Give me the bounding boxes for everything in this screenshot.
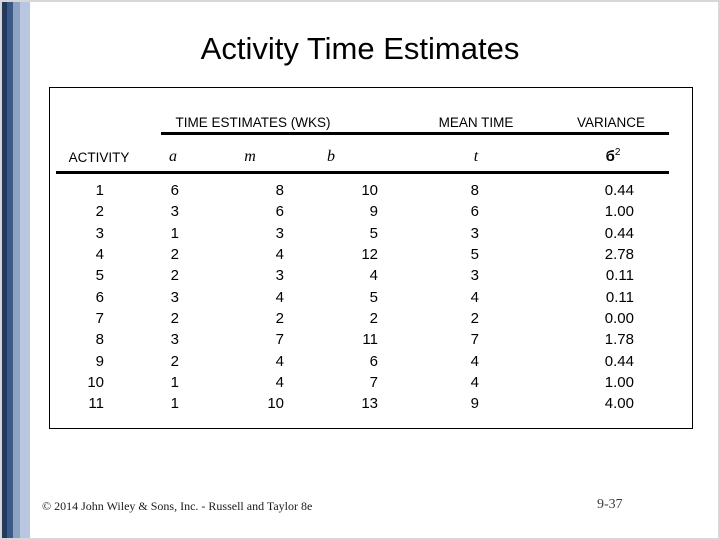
- table-cell-m-row8: 7: [275, 331, 284, 349]
- table-cell-variance-row4: 2.78: [604, 246, 634, 264]
- table-cell-t-row8: 7: [470, 331, 479, 349]
- slide-title: Activity Time Estimates: [200, 31, 520, 66]
- table-cell-activity-row3: 3: [95, 224, 104, 242]
- header-rule-bottom: [56, 171, 669, 174]
- table-cell-m-row4: 4: [275, 246, 284, 264]
- table-cell-b-row3: 5: [369, 224, 378, 242]
- table-cell-variance-row2: 1.00: [604, 203, 634, 221]
- table-cell-activity-row8: 8: [95, 331, 104, 349]
- sidebar-stripe-medium: [7, 0, 13, 540]
- table-cell-activity-row2: 2: [95, 203, 104, 221]
- column-header-activity: ACTIVITY: [68, 150, 130, 165]
- table-cell-t-row6: 4: [470, 288, 479, 306]
- table-cell-activity-row1: 1: [95, 182, 104, 199]
- sigma-symbol: б: [605, 148, 615, 165]
- table-cell-variance-row3: 0.44: [604, 224, 634, 242]
- table-cell-activity-row9: 9: [95, 352, 104, 370]
- table-cell-variance-row6: 0.11: [605, 288, 634, 306]
- table-cell-activity-row7: 7: [95, 310, 104, 328]
- group-header-mean-time: MEAN TIME: [438, 115, 514, 130]
- table-cell-t-row9: 4: [470, 352, 479, 370]
- sidebar-stripe-dark: [0, 0, 7, 540]
- table-cell-a-row8: 3: [170, 331, 179, 349]
- column-header-a: a: [169, 148, 177, 165]
- table-cell-t-row5: 3: [470, 267, 479, 285]
- group-header-variance: VARIANCE: [576, 115, 646, 130]
- table-cell-a-row2: 3: [170, 203, 179, 221]
- table-cell-m-row9: 4: [275, 352, 284, 370]
- page-number: 9-37: [597, 497, 623, 512]
- column-header-variance: б2: [606, 147, 621, 165]
- table-cell-a-row3: 1: [170, 224, 179, 242]
- table-cell-a-row1: 6: [170, 182, 179, 199]
- table-cell-t-row3: 3: [470, 224, 479, 242]
- table-cell-m-row10: 4: [275, 374, 284, 392]
- table-cell-b-row7: 2: [369, 310, 378, 328]
- group-header-time-estimates: TIME ESTIMATES (WKS): [175, 115, 331, 130]
- table-cell-m-row3: 3: [275, 224, 284, 242]
- table-cell-variance-row11: 4.00: [604, 395, 634, 413]
- column-header-b: b: [327, 148, 335, 165]
- table-cell-b-row1: 10: [361, 182, 378, 199]
- table-cell-b-row10: 7: [369, 374, 378, 392]
- table-cell-m-row5: 3: [275, 267, 284, 285]
- table-cell-variance-row5: 0.11: [605, 267, 634, 285]
- table-cell-b-row4: 12: [361, 246, 378, 264]
- table-cell-a-row5: 2: [170, 267, 179, 285]
- table-cell-m-row2: 6: [275, 203, 284, 221]
- table-cell-activity-row5: 5: [95, 267, 104, 285]
- table-cell-variance-row10: 1.00: [604, 374, 634, 392]
- table-cell-a-row6: 3: [170, 288, 179, 306]
- table-cell-t-row1: 8: [470, 182, 479, 199]
- table-cell-a-row10: 1: [170, 374, 179, 392]
- table-cell-b-row2: 9: [369, 203, 378, 221]
- sidebar-stripe-light: [13, 0, 20, 540]
- table-cell-variance-row1: 0.44: [604, 182, 634, 199]
- table-cell-a-row11: 1: [170, 395, 179, 413]
- table-cell-b-row8: 11: [362, 331, 378, 349]
- copyright-text: © 2014 John Wiley & Sons, Inc. - Russell…: [42, 499, 313, 513]
- table-cell-t-row7: 2: [470, 310, 479, 328]
- table-cell-b-row11: 13: [361, 395, 378, 413]
- table-cell-activity-row6: 6: [95, 288, 104, 306]
- table-cell-m-row6: 4: [275, 288, 284, 306]
- table-cell-t-row11: 9: [470, 395, 479, 413]
- header-rule-top: [161, 132, 669, 135]
- activity-table: TIME ESTIMATES (WKS) MEAN TIME VARIANCE …: [49, 87, 693, 429]
- sigma-exponent: 2: [614, 147, 621, 158]
- column-header-m: m: [244, 148, 256, 165]
- table-cell-a-row7: 2: [170, 310, 179, 328]
- table-cell-variance-row7: 0.00: [604, 310, 634, 328]
- table-cell-activity-row4: 4: [95, 246, 104, 264]
- table-cell-m-row1: 8: [275, 182, 284, 199]
- table-cell-variance-row9: 0.44: [604, 352, 634, 370]
- table-cell-t-row2: 6: [470, 203, 479, 221]
- table-cell-activity-row10: 10: [87, 374, 104, 392]
- table-body: 1 6 8 10 8 0.44 2 3 6 9 6 1.00 3 1 3 5 3 0.44 4 2 4 12 5 2.78 5 2…: [50, 180, 634, 415]
- table-cell-a-row9: 2: [170, 352, 179, 370]
- table-cell-activity-row11: 11: [88, 395, 104, 413]
- sidebar-stripe-lighter: [20, 0, 30, 540]
- table-cell-b-row5: 4: [369, 267, 378, 285]
- table-cell-t-row10: 4: [470, 374, 479, 392]
- table-cell-a-row4: 2: [170, 246, 179, 264]
- table-cell-variance-row8: 1.78: [604, 331, 634, 349]
- table-cell-m-row11: 10: [267, 395, 284, 413]
- table-cell-t-row4: 5: [470, 246, 479, 264]
- table-cell-m-row7: 2: [275, 310, 284, 328]
- table-cell-b-row9: 6: [369, 352, 378, 370]
- column-header-t: t: [473, 148, 479, 165]
- table-cell-b-row6: 5: [369, 288, 378, 306]
